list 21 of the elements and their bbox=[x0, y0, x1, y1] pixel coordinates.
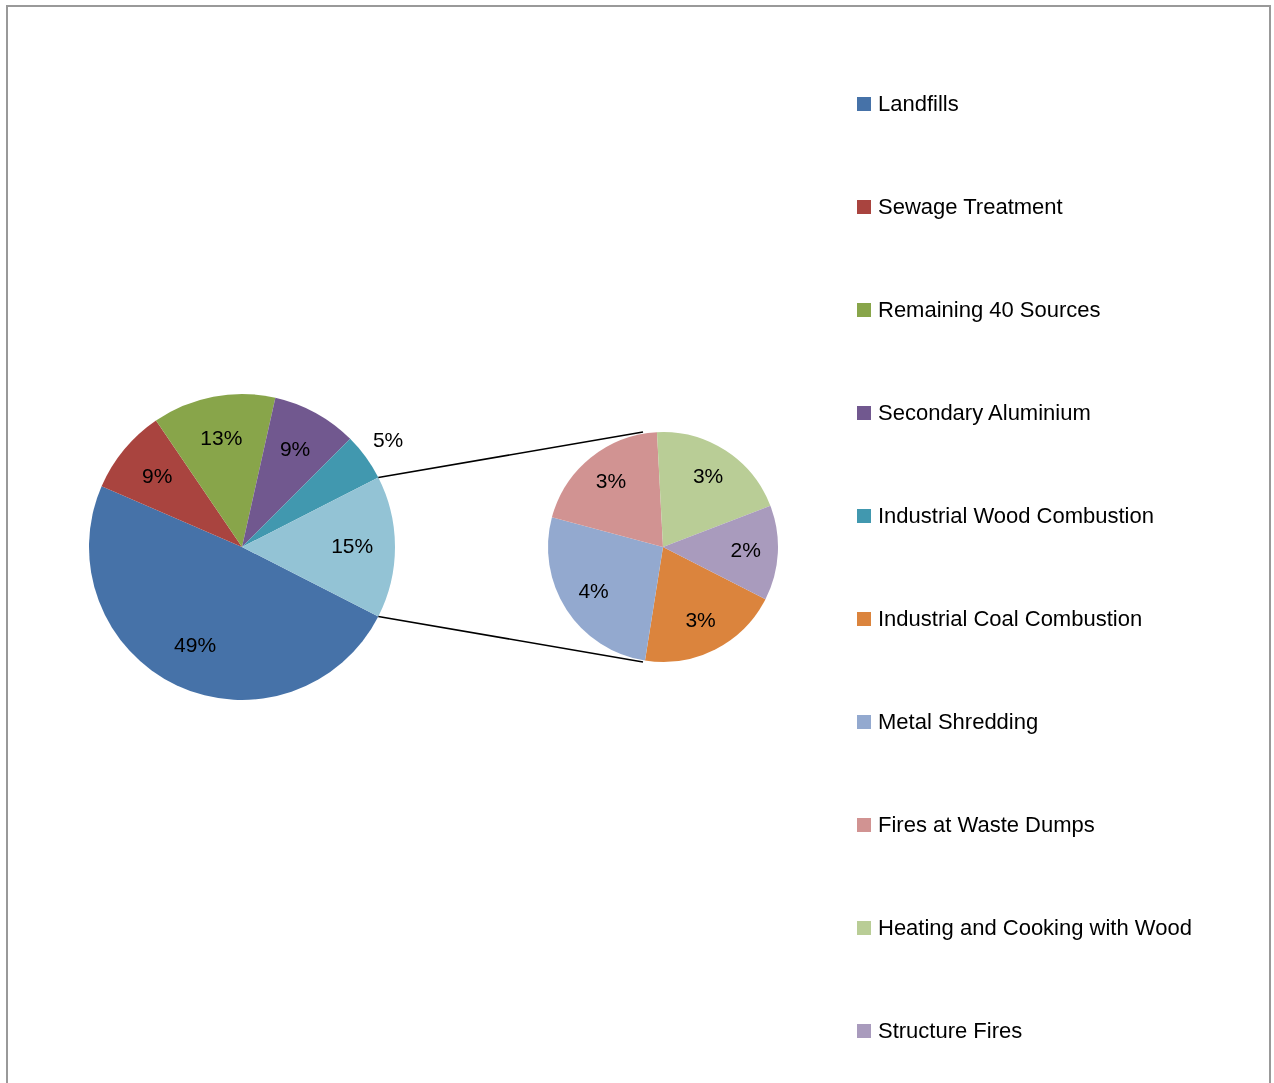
data-label: 3% bbox=[685, 607, 716, 631]
legend-label: Remaining 40 Sources bbox=[878, 296, 1101, 323]
legend-label: Fires at Waste Dumps bbox=[878, 811, 1095, 838]
legend-label: Structure Fires bbox=[878, 1017, 1023, 1044]
legend-label: Secondary Aluminium bbox=[878, 399, 1091, 426]
data-label: 3% bbox=[595, 469, 627, 493]
data-label: 5% bbox=[372, 427, 404, 451]
legend-label: Landfills bbox=[878, 90, 959, 117]
data-label: 9% bbox=[279, 437, 311, 461]
data-label: 2% bbox=[730, 538, 761, 562]
legend-label: Metal Shredding bbox=[878, 708, 1039, 735]
data-label: 13% bbox=[200, 425, 243, 449]
legend-label: Sewage Treatment bbox=[878, 193, 1063, 220]
data-label: 9% bbox=[141, 463, 173, 487]
data-label: 3% bbox=[692, 464, 724, 488]
data-label: 15% bbox=[331, 533, 374, 557]
data-label: 4% bbox=[578, 578, 609, 602]
legend-label: Industrial Coal Combustion bbox=[878, 605, 1143, 632]
legend-label: Heating and Cooking with Wood bbox=[878, 914, 1192, 941]
legend-label: Industrial Wood Combustion bbox=[878, 502, 1154, 529]
data-label: 49% bbox=[174, 633, 217, 657]
